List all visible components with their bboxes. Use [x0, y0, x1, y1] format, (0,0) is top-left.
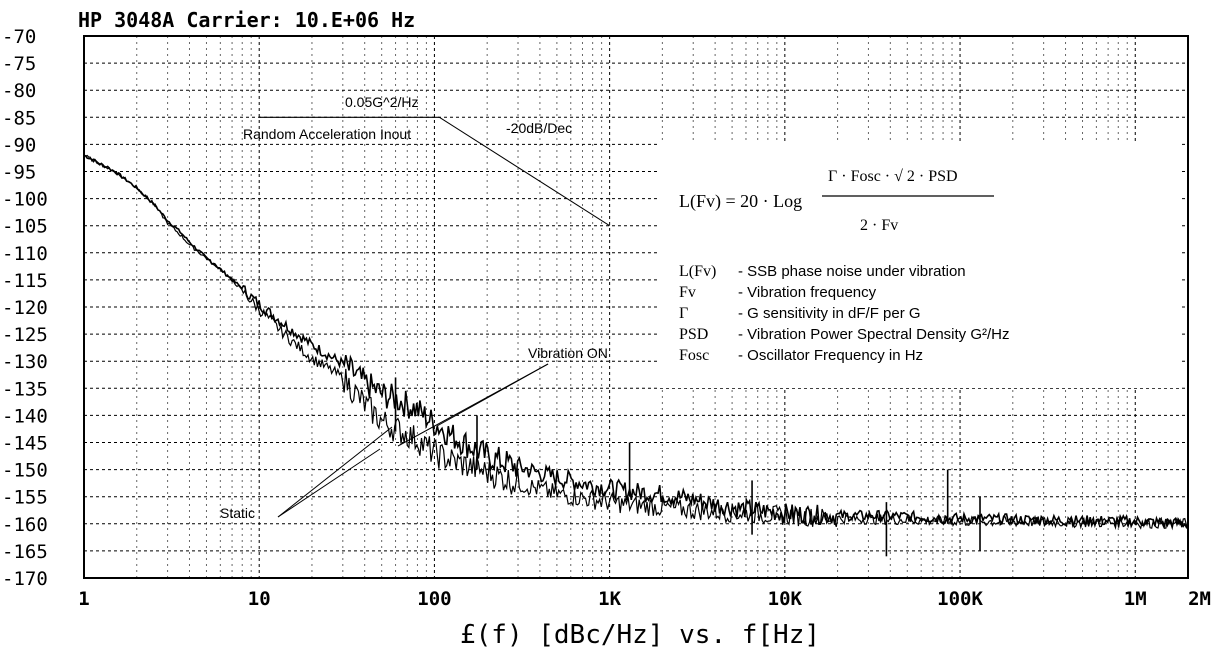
y-tick-label: -90	[2, 134, 36, 156]
definition-text: - Vibration frequency	[738, 284, 877, 301]
y-tick-label: -155	[2, 487, 48, 509]
definition-symbol: Fosc	[679, 347, 709, 364]
slope-line	[439, 116, 610, 227]
definition-text: - Vibration Power Spectral Density G²/Hz	[738, 326, 1010, 343]
y-tick-labels: -70 -75 -80 -85 -90 -95 -100 -105 -110 -115 -120 -1…	[2, 26, 48, 590]
random-acceleration-label: Random Acceleration Inout	[243, 126, 411, 142]
y-tick-label: -100	[2, 189, 48, 211]
definition-symbol: Fv	[679, 284, 696, 301]
formula-box-background	[660, 143, 1180, 388]
y-tick-label: -165	[2, 541, 48, 563]
x-tick-label: 10K	[768, 588, 803, 610]
y-tick-label: -75	[2, 53, 36, 75]
definition-symbol: PSD	[679, 326, 708, 343]
static-arrow-2	[277, 448, 381, 518]
formula-lhs: L(Fv) = 20 · Log	[679, 191, 802, 212]
vibration-arrow-2	[397, 363, 549, 447]
x-tick-label: 1	[78, 588, 89, 610]
y-tick-label: -80	[2, 80, 36, 102]
y-tick-label: -95	[2, 162, 36, 184]
y-tick-label: -135	[2, 378, 48, 400]
definition-symbol: Γ	[679, 305, 688, 322]
definition-list: L(Fv) - SSB phase noise under vibration Fv…	[679, 263, 1010, 364]
y-tick-label: -120	[2, 297, 48, 319]
y-tick-label: -105	[2, 216, 48, 238]
y-tick-label: -170	[2, 568, 48, 590]
formula-denominator: 2 · Fv	[860, 217, 898, 234]
definition-text: - Oscillator Frequency in Hz	[738, 347, 923, 364]
spur-group	[394, 377, 981, 557]
series-group	[83, 154, 1189, 531]
formula-numerator: Γ · Fosc · √ 2 · PSD	[828, 168, 958, 185]
x-tick-label: 2M	[1188, 588, 1211, 610]
formula-box: L(Fv) = 20 · Log Γ · Fosc · √ 2 · PSD 2 …	[660, 143, 1180, 388]
chart-title: HP 3048A Carrier: 10.E+06 Hz	[78, 8, 415, 32]
annotations: 0.05G^2/Hz Random Acceleration Inout -20…	[220, 94, 610, 521]
static-label: Static	[220, 505, 255, 521]
x-axis-label: £(f) [dBc/Hz] vs. f[Hz]	[460, 620, 820, 650]
y-tick-label: -140	[2, 405, 48, 427]
x-tick-labels: 1 10 100 1K 10K 100K 1M 2M	[78, 588, 1211, 610]
y-tick-label: -125	[2, 324, 48, 346]
x-tick-label: 100K	[937, 588, 983, 610]
x-tick-label: 1M	[1124, 588, 1147, 610]
x-tick-label: 100	[417, 588, 451, 610]
y-tick-label: -85	[2, 107, 36, 129]
definition-text: - SSB phase noise under vibration	[738, 263, 966, 280]
y-tick-label: -130	[2, 351, 48, 373]
series-line-static	[83, 154, 1189, 531]
y-tick-label: -150	[2, 460, 48, 482]
y-tick-label: -115	[2, 270, 48, 292]
y-tick-label: -70	[2, 26, 36, 48]
definition-text: - G sensitivity in dF/F per G	[738, 305, 921, 322]
x-tick-label: 10	[248, 588, 271, 610]
y-tick-label: -110	[2, 243, 48, 265]
vibration-on-label: Vibration ON	[528, 345, 608, 361]
y-tick-label: -160	[2, 514, 48, 536]
definition-symbol: L(Fv)	[679, 263, 716, 280]
static-arrow-1	[277, 426, 393, 518]
psd-label: 0.05G^2/Hz	[345, 94, 419, 110]
x-tick-label: 1K	[598, 588, 621, 610]
plot-frame	[83, 35, 1189, 579]
slope-label: -20dB/Dec	[506, 120, 572, 136]
y-tick-label: -145	[2, 433, 48, 455]
